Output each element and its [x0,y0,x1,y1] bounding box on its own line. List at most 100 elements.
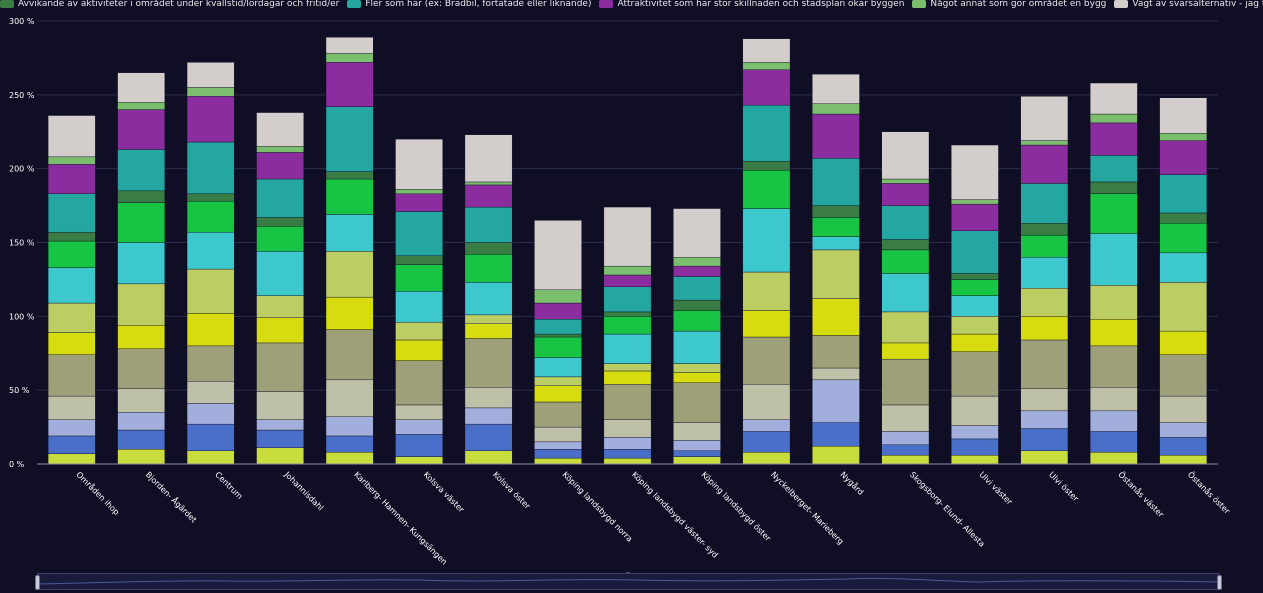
bar-segment[interactable] [1159,140,1208,175]
bar-segment[interactable] [464,338,513,388]
bar-segment[interactable] [1020,234,1069,258]
bar-segment[interactable] [395,211,443,256]
bar-segment[interactable] [395,138,443,190]
bar-segment[interactable] [1020,288,1069,317]
bar-segment[interactable] [603,384,652,420]
bar-segment[interactable] [673,330,721,364]
bar-segment[interactable] [881,131,930,180]
bar-segment[interactable] [256,146,304,153]
bar-segment[interactable] [951,395,999,426]
bar-segment[interactable] [464,314,513,324]
bar-segment[interactable] [464,423,513,451]
bar-segment[interactable] [1089,319,1138,347]
bar-segment[interactable] [742,271,791,311]
bar-segment[interactable] [47,419,96,437]
bar-segment[interactable] [464,242,513,255]
bar-segment[interactable] [881,273,930,313]
bar-segment[interactable] [603,274,652,287]
bar-segment[interactable] [881,431,930,446]
bar-segment[interactable] [117,324,166,350]
bar-segment[interactable] [186,450,235,465]
bar-segment[interactable] [325,106,374,172]
bar-segment[interactable] [47,164,96,194]
bar-segment[interactable] [812,335,860,369]
bar-segment[interactable] [951,203,999,231]
bar-segment[interactable] [951,199,999,205]
bar-segment[interactable] [117,102,166,110]
bar-segment[interactable] [603,449,652,459]
bar-segment[interactable] [256,217,304,227]
bar-segment[interactable] [1159,354,1208,397]
bar-segment[interactable] [395,434,443,457]
bar-segment[interactable] [117,202,166,243]
bar-segment[interactable] [951,230,999,274]
bar-segment[interactable] [742,104,791,162]
bar-segment[interactable] [325,251,374,298]
bar-segment[interactable] [325,37,374,54]
bar-segment[interactable] [812,158,860,206]
bar-segment[interactable] [47,302,96,333]
bar-segment[interactable] [742,384,791,420]
bar-segment[interactable] [256,342,304,392]
bar-segment[interactable] [812,298,860,336]
bar-segment[interactable] [117,149,166,192]
bar-segment[interactable] [464,407,513,425]
bar-segment[interactable] [951,144,999,200]
bar-segment[interactable] [395,404,443,420]
bar-segment[interactable] [1159,97,1208,134]
range-scrollbar[interactable]: ‥ [35,569,1222,590]
bar-segment[interactable] [881,342,930,360]
bar-segment[interactable] [603,316,652,335]
bar-segment[interactable] [881,404,930,432]
bar-segment[interactable] [812,73,860,104]
bar-segment[interactable] [603,457,652,465]
bar-segment[interactable] [881,358,930,406]
bar-segment[interactable] [47,395,96,420]
bar-segment[interactable] [256,419,304,431]
bar-segment[interactable] [812,367,860,381]
bar-segment[interactable] [742,419,791,432]
bar-segment[interactable] [534,449,582,459]
bar-segment[interactable] [47,435,96,454]
bar-segment[interactable] [951,454,999,465]
bar-segment[interactable] [881,183,930,206]
bar-segment[interactable] [186,141,235,194]
bar-segment[interactable] [673,257,721,267]
bar-segment[interactable] [742,310,791,338]
bar-segment[interactable] [325,178,374,215]
bar-segment[interactable] [603,311,652,317]
bar-segment[interactable] [395,255,443,265]
bar-segment[interactable] [256,178,304,218]
bar-segment[interactable] [256,391,304,420]
bar-segment[interactable] [603,333,652,364]
bar-segment[interactable] [325,416,374,437]
bar-segment[interactable] [812,379,860,423]
bar-segment[interactable] [464,134,513,183]
bar-segment[interactable] [673,372,721,383]
bar-segment[interactable] [256,226,304,252]
bar-segment[interactable] [812,103,860,115]
bar-segment[interactable] [1089,233,1138,286]
bar-segment[interactable] [256,295,304,319]
bar-segment[interactable] [603,363,652,372]
bar-segment[interactable] [742,161,791,171]
bar-segment[interactable] [186,268,235,314]
bar-segment[interactable] [1159,330,1208,355]
bar-segment[interactable] [186,200,235,233]
bar-segment[interactable] [464,184,513,208]
bar-segment[interactable] [534,426,582,443]
legend-item[interactable]: Vägt av svarsalternativ - jag tycker int… [1114,0,1263,8]
bar-segment[interactable] [395,264,443,292]
bar-segment[interactable] [1089,155,1138,183]
bar-segment[interactable] [742,69,791,106]
bar-segment[interactable] [603,437,652,450]
bar-segment[interactable] [117,348,166,389]
bar-segment[interactable] [1089,193,1138,234]
bar-segment[interactable] [1159,395,1208,423]
bar-segment[interactable] [673,265,721,277]
bar-segment[interactable] [464,254,513,283]
bar-segment[interactable] [325,62,374,107]
bar-segment[interactable] [1159,223,1208,254]
bar-segment[interactable] [534,457,582,465]
bar-segment[interactable] [325,379,374,417]
